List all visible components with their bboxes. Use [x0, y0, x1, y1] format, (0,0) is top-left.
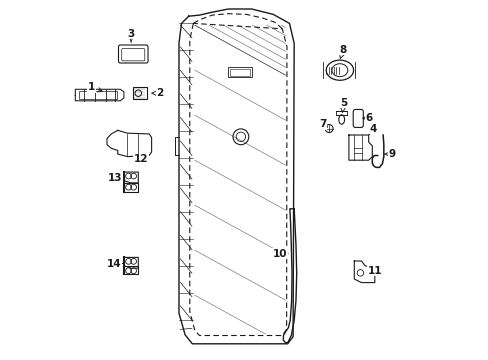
Text: 13: 13 — [107, 173, 122, 183]
Text: 12: 12 — [133, 154, 148, 164]
FancyBboxPatch shape — [228, 67, 251, 77]
Text: 14: 14 — [107, 258, 122, 269]
Text: 3: 3 — [127, 29, 135, 42]
Text: 7: 7 — [319, 119, 327, 129]
FancyBboxPatch shape — [133, 87, 146, 99]
Text: 1: 1 — [88, 82, 102, 92]
Text: 8: 8 — [339, 45, 346, 58]
Text: 6: 6 — [362, 113, 371, 123]
FancyBboxPatch shape — [352, 109, 363, 127]
Text: 4: 4 — [368, 123, 376, 134]
FancyBboxPatch shape — [79, 91, 117, 99]
Text: 9: 9 — [384, 149, 395, 159]
Text: 5: 5 — [339, 98, 346, 112]
FancyBboxPatch shape — [118, 45, 148, 63]
FancyBboxPatch shape — [122, 49, 144, 61]
FancyBboxPatch shape — [230, 69, 249, 76]
Text: 11: 11 — [367, 266, 381, 276]
Text: 10: 10 — [272, 249, 287, 259]
Text: 2: 2 — [151, 88, 163, 98]
